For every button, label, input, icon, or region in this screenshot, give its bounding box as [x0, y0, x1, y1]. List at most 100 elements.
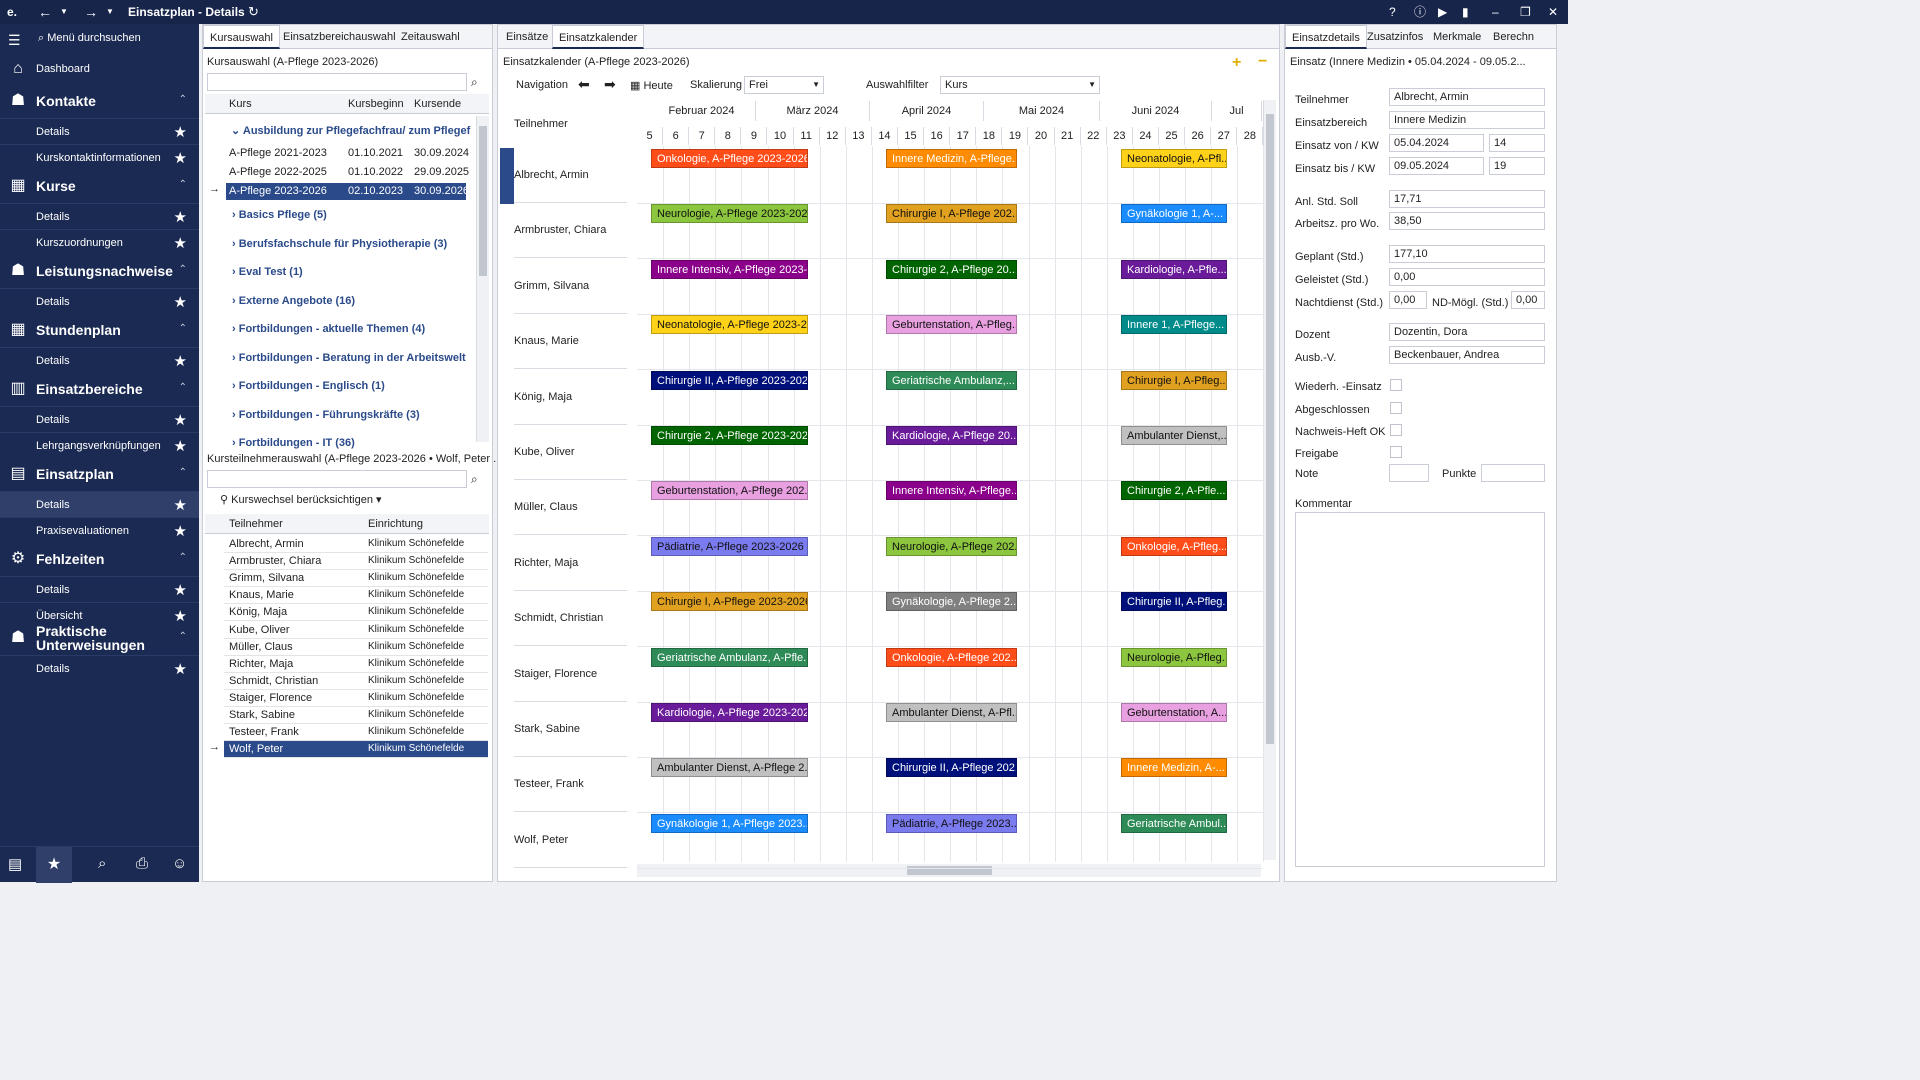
back-dropdown-icon[interactable]: ▼: [60, 7, 68, 16]
kurs-group[interactable]: › Berufsfachschule für Physiotherapie (3…: [232, 237, 448, 250]
star-icon[interactable]: ★: [173, 523, 187, 540]
calendar-event[interactable]: Pädiatrie, A-Pflege 2023...: [886, 813, 1017, 833]
teilnehmer-row[interactable]: Müller, Claus Klinikum Schönefelde: [224, 639, 488, 656]
kommentar-textarea[interactable]: [1295, 512, 1545, 867]
sidebar-item-6-1[interactable]: Übersicht ★: [0, 602, 199, 628]
tab-einsaetze[interactable]: Einsätze: [506, 31, 549, 43]
kurs-search-input[interactable]: [207, 73, 467, 91]
details-input-von-kw[interactable]: 14: [1489, 134, 1545, 152]
calendar-event[interactable]: Kardiologie, A-Pflege 2023-2026: [651, 703, 808, 722]
calendar-event[interactable]: Onkologie, A-Pflege 2023-2026: [651, 149, 808, 168]
star-icon[interactable]: ★: [173, 294, 187, 311]
sidebar-item-6-0[interactable]: Details ★: [0, 576, 199, 602]
calendar-event[interactable]: Innere Medizin, A-Pflege...: [886, 149, 1017, 168]
chevron-up-icon[interactable]: ⌃: [178, 94, 187, 105]
tab-zeitauswahl[interactable]: Zeitauswahl: [401, 31, 460, 43]
star-icon[interactable]: ★: [173, 353, 187, 370]
checkbox-abg[interactable]: [1390, 402, 1402, 414]
checkbox-wied[interactable]: [1390, 379, 1402, 391]
teilnehmer-row[interactable]: Armbruster, Chiara Klinikum Schönefelde: [224, 553, 488, 571]
calendar-hscrollbar[interactable]: [637, 864, 1261, 877]
sidebar-item-4-0[interactable]: Details ★: [0, 406, 199, 432]
nav-prev-icon[interactable]: ⬅: [578, 76, 590, 92]
sidebar-section-label[interactable]: Kurse: [36, 178, 76, 194]
tab-kursauswahl[interactable]: Kursauswahl: [203, 25, 280, 49]
star-icon[interactable]: ★: [173, 235, 187, 252]
tab-berechnung[interactable]: Berechn: [1493, 31, 1534, 43]
sidebar-item-5-0[interactable]: Details ★: [0, 491, 199, 517]
teilnehmer-row[interactable]: Knaus, Marie Klinikum Schönefelde: [224, 587, 488, 605]
sidebar-dashboard[interactable]: ⌂ Dashboard: [0, 52, 199, 88]
back-icon[interactable]: ←: [38, 4, 52, 20]
calendar-event[interactable]: Chirurgie II, A-Pflege 2023-2026: [651, 370, 808, 390]
calendar-event[interactable]: Chirurgie II, A-Pfleg...: [1121, 592, 1227, 612]
forward-icon[interactable]: →: [84, 4, 98, 20]
auswahlfilter-select[interactable]: Kurs ▼: [940, 76, 1100, 94]
teilnehmer-search-icon[interactable]: ⌕: [471, 472, 478, 486]
forward-dropdown-icon[interactable]: ▼: [106, 7, 114, 16]
sidebar-section-6[interactable]: ⚙ Fehlzeiten ⌃: [0, 542, 199, 576]
play-icon[interactable]: ▶: [1438, 5, 1448, 19]
calendar-event[interactable]: Ambulanter Dienst, A-Pfl...: [886, 703, 1017, 722]
teilnehmer-row[interactable]: Grimm, Silvana Klinikum Schönefelde: [224, 570, 488, 588]
calendar-event[interactable]: Kardiologie, A-Pfle...: [1121, 259, 1227, 279]
calendar-event[interactable]: Innere 1, A-Pflege...: [1121, 315, 1227, 335]
teilnehmer-row[interactable]: König, Maja Klinikum Schönefelde: [224, 604, 488, 622]
star-icon[interactable]: ★: [173, 438, 187, 455]
close-icon[interactable]: ✕: [1548, 5, 1559, 19]
kurs-group[interactable]: › Fortbildungen - Beratung in der Arbeit…: [232, 351, 466, 364]
calendar-event[interactable]: Chirurgie I, A-Pfleg...: [1121, 370, 1227, 390]
calendar-event[interactable]: Innere Medizin, A-...: [1121, 758, 1227, 778]
chevron-up-icon[interactable]: ⌃: [178, 323, 187, 334]
sidebar-item-2-0[interactable]: Details ★: [0, 288, 199, 314]
star-icon[interactable]: ★: [173, 150, 187, 167]
calendar-vscrollbar[interactable]: [1263, 100, 1276, 860]
star-icon[interactable]: ★: [173, 661, 187, 678]
calendar-hscroll-thumb[interactable]: [907, 866, 992, 875]
calendar-event[interactable]: Innere Intensiv, A-Pflege 2023-...: [651, 259, 808, 279]
teilnehmer-row[interactable]: Richter, Maja Klinikum Schönefelde: [224, 656, 488, 673]
teilnehmer-row[interactable]: Stark, Sabine Klinikum Schönefelde: [224, 707, 488, 724]
sidebar-item-1-0[interactable]: Details ★: [0, 203, 199, 229]
kurs-scrollbar[interactable]: [476, 116, 489, 442]
menu-search[interactable]: ⌕ Menü durchsuchen: [38, 32, 141, 44]
details-input-von[interactable]: 05.04.2024: [1389, 134, 1484, 152]
teilnehmer-row[interactable]: Wolf, Peter Klinikum Schönefelde: [224, 741, 488, 759]
sidebar-item-0-1[interactable]: Kurskontaktinformationen ★: [0, 144, 199, 170]
help-icon[interactable]: ?: [1389, 5, 1396, 19]
checkbox-nachweis[interactable]: [1390, 424, 1402, 436]
details-input-geplant[interactable]: 177,10: [1389, 245, 1545, 263]
col-kurs[interactable]: Kurs: [229, 98, 252, 110]
sidebar-section-label[interactable]: Praktische Unterweisungen: [36, 623, 145, 653]
calendar-event[interactable]: Chirurgie 2, A-Pflege 20...: [886, 259, 1017, 279]
sidebar-section-0[interactable]: ☗ Kontakte ⌃: [0, 84, 199, 118]
kurswechsel-toggle[interactable]: ⚲ Kurswechsel berücksichtigen ▾: [220, 494, 382, 506]
kurs-scroll-thumb[interactable]: [479, 126, 487, 276]
favorites-icon[interactable]: ★: [36, 847, 72, 883]
panel-icon[interactable]: ▤: [8, 856, 23, 873]
sidebar-section-1[interactable]: ▦ Kurse ⌃: [0, 169, 199, 203]
sidebar-item-7-0[interactable]: Details ★: [0, 655, 199, 681]
calendar-event[interactable]: Pädiatrie, A-Pflege 2023-2026: [651, 536, 808, 556]
sidebar-section-label[interactable]: Kontakte: [36, 93, 96, 109]
calendar-event[interactable]: Onkologie, A-Pflege 202...: [886, 647, 1017, 667]
teilnehmer-search-input[interactable]: [207, 470, 467, 488]
sidebar-section-label[interactable]: Leistungsnachweise: [36, 263, 173, 279]
star-icon[interactable]: ★: [173, 209, 187, 226]
sidebar-section-5[interactable]: ▤ Einsatzplan ⌃: [0, 457, 199, 491]
restore-icon[interactable]: ❐: [1520, 5, 1531, 19]
calendar-event[interactable]: Geburtenstation, A-Pflege 202...: [651, 481, 808, 501]
calendar-event[interactable]: Onkologie, A-Pfleg...: [1121, 536, 1227, 556]
calendar-event[interactable]: Ambulanter Dienst,...: [1121, 426, 1227, 445]
sidebar-item-5-1[interactable]: Praxisevaluationen ★: [0, 517, 199, 543]
details-input-dozent[interactable]: Dozentin, Dora: [1389, 323, 1545, 341]
chevron-up-icon[interactable]: ⌃: [178, 552, 187, 563]
kurs-group[interactable]: › Fortbildungen - IT (36): [232, 437, 355, 449]
calendar-event[interactable]: Neurologie, A-Pflege 202...: [886, 536, 1017, 556]
sidebar-section-4[interactable]: ▥ Einsatzbereiche ⌃: [0, 372, 199, 406]
details-input-bis[interactable]: 09.05.2024: [1389, 157, 1484, 175]
calendar-event[interactable]: Chirurgie I, A-Pflege 2023-2026: [651, 592, 808, 612]
calendar-event[interactable]: Ambulanter Dienst, A-Pflege 2...: [651, 758, 808, 778]
tab-einsatzkalender[interactable]: Einsatzkalender: [552, 25, 645, 49]
kurs-group[interactable]: › Basics Pflege (5): [232, 209, 327, 221]
